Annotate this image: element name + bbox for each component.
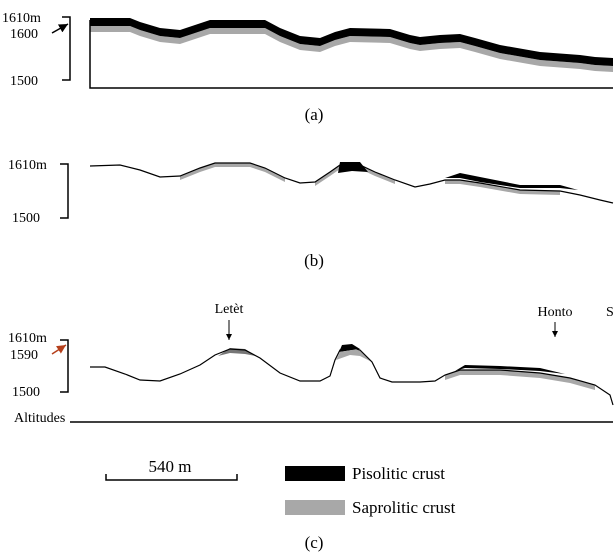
legend-label: Pisolitic crust: [352, 464, 445, 483]
pisolitic-crust: [338, 162, 368, 173]
terrain-profile: [90, 346, 614, 406]
pisolitic-crust: [455, 365, 565, 374]
axis-title: Altitudes: [14, 411, 65, 426]
saprolitic-crust: [180, 163, 285, 182]
place-label: S: [606, 305, 614, 320]
saprolitic-crust: [315, 165, 395, 186]
axis-label: 1500: [12, 211, 40, 226]
legend-swatch: [285, 466, 345, 481]
altitude-axis: [62, 16, 71, 81]
axis-label: 1500: [10, 74, 38, 89]
saprolitic-crust: [445, 370, 595, 390]
place-label: Honto: [538, 305, 573, 320]
axis-label: 1600: [10, 27, 38, 42]
pisolitic-crust: [90, 18, 613, 66]
panel-a: [89, 18, 613, 89]
baseline: [89, 20, 613, 89]
panel-c: [90, 344, 614, 406]
place-label: Letèt: [215, 302, 244, 317]
scale-bar: [105, 474, 238, 481]
altitude-axis: [60, 339, 69, 393]
axis-label: 1610m: [2, 11, 41, 26]
panel-b: [89, 162, 614, 204]
arrow: [51, 23, 69, 34]
arrow: [51, 344, 67, 355]
panel-label: (c): [305, 533, 324, 552]
scale-label: 540 m: [149, 457, 192, 476]
axis-label: 1500: [12, 385, 40, 400]
pisolitic-crust: [339, 344, 360, 352]
panel-label: (b): [304, 251, 324, 270]
axis-label: 1590: [10, 348, 38, 363]
axis-label: 1610m: [8, 158, 47, 173]
pisolitic-crust: [445, 173, 578, 190]
axis-label: 1610m: [8, 331, 47, 346]
saprolitic-crust: [90, 26, 613, 72]
altitude-axis: [60, 163, 69, 219]
legend-swatch: [285, 500, 345, 515]
legend-label: Saprolitic crust: [352, 498, 456, 517]
terrain-profile: [89, 162, 614, 204]
panel-label: (a): [305, 105, 324, 124]
